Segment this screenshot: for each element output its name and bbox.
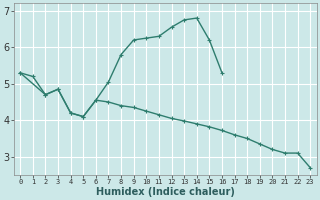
X-axis label: Humidex (Indice chaleur): Humidex (Indice chaleur) [96,187,235,197]
